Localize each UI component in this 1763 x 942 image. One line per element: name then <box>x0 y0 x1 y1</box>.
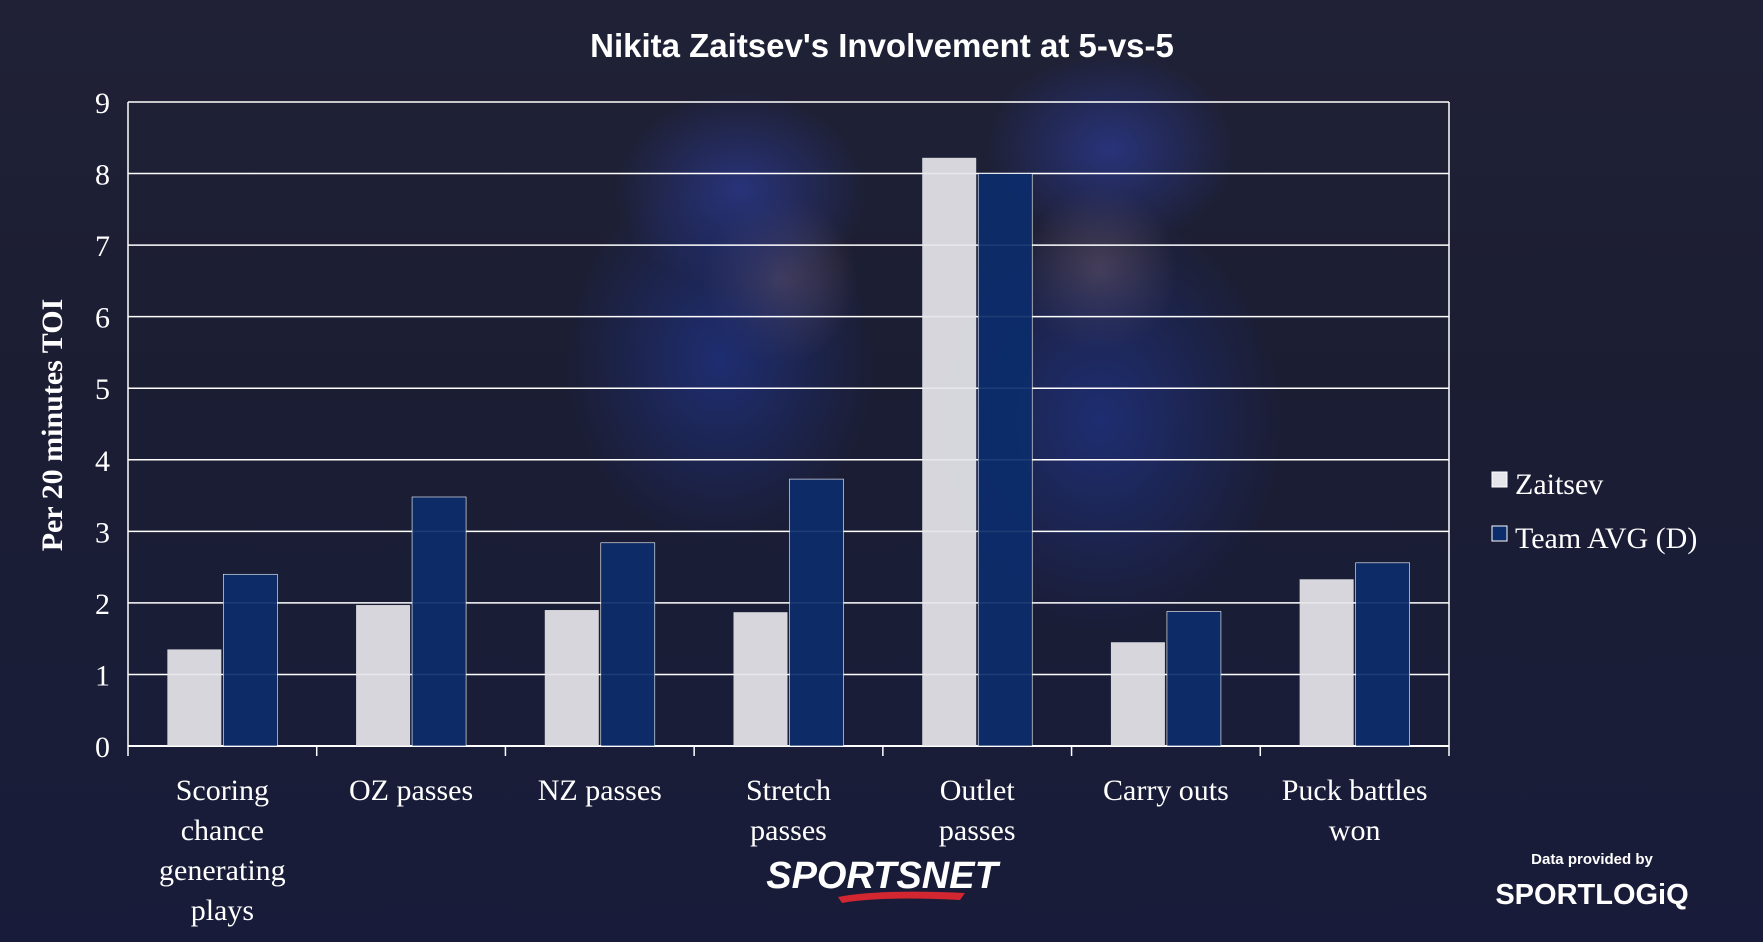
x-tick-label: won <box>1329 814 1381 847</box>
x-tick-labels: Scoring chance generating plays OZ passes NZ … <box>159 774 1427 927</box>
bar-zaitsev-5 <box>1110 642 1165 746</box>
legend-label-zaitsev: Zaitsev <box>1515 468 1603 501</box>
y-tick-label: 2 <box>95 588 110 621</box>
bar-team-avg-6 <box>1355 562 1410 747</box>
x-tick-label: passes <box>750 814 827 847</box>
bar-zaitsev-6 <box>1299 579 1354 746</box>
y-axis-label: Per 20 minutes TOI <box>36 299 69 552</box>
x-tick-label: Scoring <box>176 774 269 807</box>
bar-team-avg-0 <box>223 573 278 747</box>
sportsnet-swoosh <box>838 891 965 903</box>
bar-zaitsev-0 <box>167 649 222 746</box>
y-tick-label: 1 <box>95 659 110 692</box>
y-tick-label: 4 <box>95 445 110 478</box>
bar-zaitsev-1 <box>356 605 411 746</box>
y-tick-label: 3 <box>95 516 110 549</box>
bar-team-avg-3 <box>789 478 844 747</box>
x-tick-label: Stretch <box>746 774 831 807</box>
bar-team-avg-4 <box>977 173 1033 747</box>
y-tick-label: 6 <box>95 302 110 335</box>
x-tick-label: generating <box>159 854 286 887</box>
bars <box>167 157 1410 747</box>
chart-title: Nikita Zaitsev's Involvement at 5-vs-5 <box>590 27 1174 64</box>
y-tick-label: 5 <box>95 373 110 406</box>
data-provided-note: Data provided by <box>1531 851 1653 868</box>
sportlogiq-logo: SPORTLOGiQ <box>1495 879 1688 911</box>
x-tick-label: plays <box>191 894 254 927</box>
sportsnet-wordmark: SPORTSNET <box>766 855 1000 897</box>
legend: Zaitsev Team AVG (D) <box>1491 468 1697 555</box>
legend-swatch-team-avg <box>1491 525 1508 542</box>
y-tick-label: 9 <box>95 87 110 120</box>
y-tick-label: 0 <box>95 731 110 764</box>
x-tick-label: Outlet <box>940 774 1016 807</box>
y-tick-labels: 0 1 2 3 4 5 6 7 8 9 <box>95 87 110 764</box>
x-tick-label: passes <box>939 814 1016 847</box>
bar-team-avg-5 <box>1166 611 1222 747</box>
x-tick-label: OZ passes <box>349 774 473 807</box>
x-tick-label: NZ passes <box>538 774 662 807</box>
bar-zaitsev-3 <box>733 612 788 746</box>
gridlines <box>127 101 1450 756</box>
x-tick-label: Puck battles <box>1282 774 1428 807</box>
bar-zaitsev-4 <box>922 157 977 746</box>
y-tick-label: 7 <box>95 230 110 263</box>
bar-zaitsev-2 <box>544 610 599 746</box>
bar-team-avg-1 <box>411 496 467 747</box>
sportsnet-logo: SPORTSNET <box>766 855 1001 903</box>
legend-swatch-zaitsev <box>1491 471 1508 488</box>
x-tick-label: Carry outs <box>1103 774 1229 807</box>
legend-label-team-avg: Team AVG (D) <box>1515 522 1697 555</box>
bar-team-avg-2 <box>600 542 656 747</box>
y-tick-label: 8 <box>95 159 110 192</box>
x-tick-label: chance <box>181 814 264 847</box>
